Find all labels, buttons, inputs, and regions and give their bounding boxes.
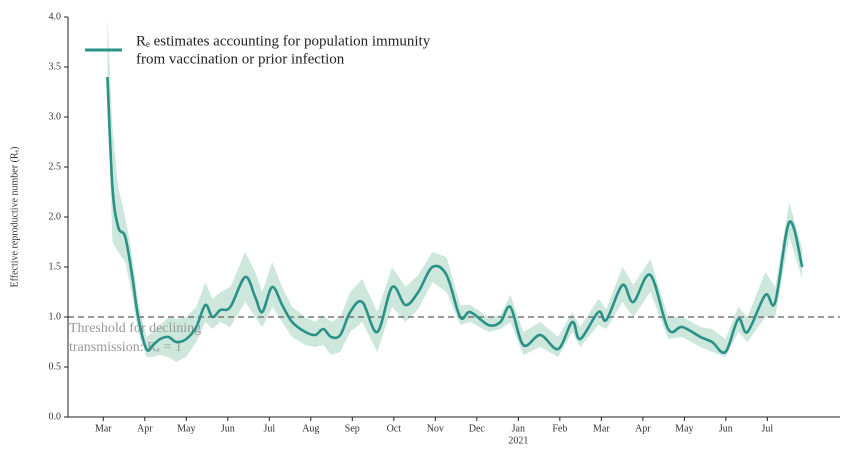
confidence-band — [107, 17, 803, 362]
y-tick-label: 3.0 — [49, 111, 62, 122]
x-tick-label: Feb — [552, 423, 567, 434]
x-tick-label: Jul — [263, 423, 275, 434]
x-tick-label: Mar — [95, 423, 112, 434]
legend-label: from vaccination or prior infection — [136, 51, 345, 67]
y-tick-label: 4.0 — [49, 11, 62, 22]
threshold-label: Threshold for declining — [69, 321, 201, 336]
year-label: 2021 — [508, 435, 528, 446]
y-tick-label: 1.0 — [49, 311, 62, 322]
x-tick-label: Aug — [302, 423, 319, 434]
x-tick-label: Oct — [387, 423, 402, 434]
y-tick-label: 3.5 — [49, 61, 62, 72]
x-tick-label: Sep — [345, 423, 360, 434]
x-tick-label: Jun — [719, 423, 733, 434]
legend-label: Rₑ estimates accounting for population i… — [136, 33, 431, 49]
y-tick-label: 2.0 — [49, 211, 62, 222]
x-tick-label: Jul — [762, 423, 774, 434]
x-tick-label: Dec — [469, 423, 486, 434]
x-tick-label: Jun — [221, 423, 235, 434]
threshold-label: transmission: Rₑ = 1 — [69, 340, 182, 355]
x-tick-label: Jan — [512, 423, 525, 434]
x-tick-label: May — [675, 423, 693, 434]
y-tick-label: 0.5 — [49, 361, 62, 372]
x-tick-label: May — [177, 423, 195, 434]
y-axis-label: Effective reproductive number (Rₑ) — [9, 147, 20, 288]
y-tick-label: 0.0 — [49, 411, 62, 422]
x-tick-label: Nov — [427, 423, 444, 434]
y-tick-label: 1.5 — [49, 261, 62, 272]
x-tick-label: Mar — [593, 423, 610, 434]
x-tick-label: Apr — [635, 423, 651, 434]
y-tick-label: 2.5 — [49, 161, 62, 172]
estimate-line — [106, 76, 804, 355]
x-tick-label: Apr — [137, 423, 153, 434]
